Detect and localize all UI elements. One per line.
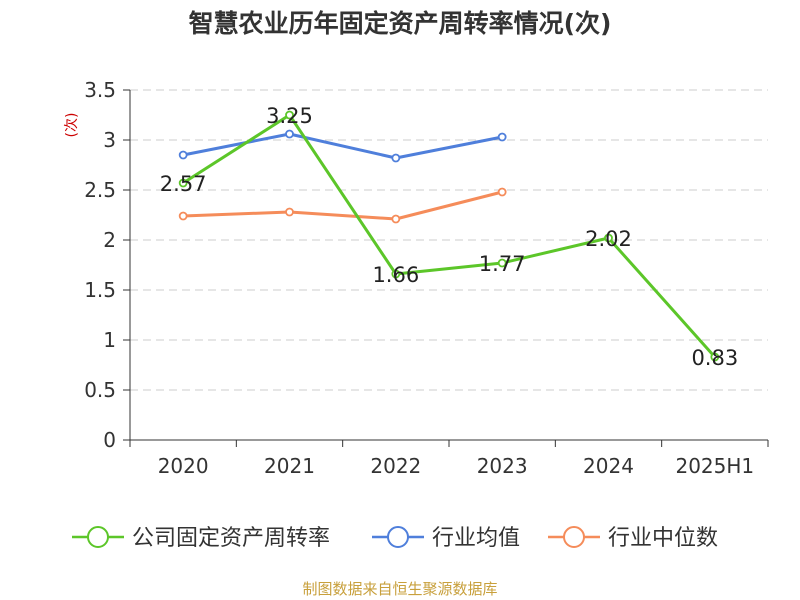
legend-marker — [387, 526, 409, 548]
x-tick-label: 2020 — [158, 454, 209, 478]
legend-label: 行业中位数 — [608, 526, 718, 551]
data-point — [391, 153, 401, 163]
y-tick-label: 2.5 — [84, 178, 116, 202]
series-line — [183, 190, 503, 221]
legend: 公司固定资产周转率 行业均值 行业中位数 — [72, 526, 718, 551]
x-tick-label: 2024 — [583, 454, 634, 478]
data-point — [391, 269, 401, 279]
grid-lines — [130, 89, 768, 391]
legend-label: 行业均值 — [432, 526, 520, 551]
data-label: 0.83 — [691, 346, 738, 370]
data-label: 2.57 — [160, 172, 207, 196]
data-point — [497, 187, 507, 197]
data-point — [710, 352, 720, 362]
y-tick-label: 3.5 — [84, 78, 116, 102]
data-point — [497, 258, 507, 268]
x-tick-label: 2023 — [477, 454, 528, 478]
data-point — [285, 129, 294, 139]
data-point — [178, 150, 188, 160]
series-line — [182, 132, 503, 160]
x-tick-label: 2025H1 — [675, 454, 754, 478]
y-tick-label: 3 — [103, 128, 116, 152]
data-label: 3.25 — [266, 104, 313, 128]
legend-marker — [87, 526, 109, 548]
x-tick-label: 2021 — [264, 454, 315, 478]
y-tick-label: 0.5 — [84, 378, 116, 402]
y-tick-label: 0 — [103, 428, 116, 452]
x-tick-label: 2022 — [370, 454, 421, 478]
source-note: 制图数据来自恒生聚源数据库 — [302, 580, 498, 598]
data-labels: 2.57 3.25 1.66 1.77 2.02 0.83 — [160, 104, 738, 370]
data-label: 2.02 — [585, 227, 632, 251]
data-point — [604, 233, 613, 243]
series — [178, 110, 720, 362]
y-tick-label: 1 — [103, 328, 116, 352]
data-point — [285, 207, 294, 217]
y-tick-label: 1.5 — [84, 278, 116, 302]
series-line — [182, 113, 716, 358]
data-label: 1.77 — [479, 252, 526, 276]
axes: 0 0.5 1 1.5 2 2.5 3 3.5(次) 2020 2021 2022 2023 2024 2… — [64, 78, 769, 478]
data-point — [178, 211, 188, 221]
data-point — [178, 178, 188, 188]
chart-title: 智慧农业历年固定资产周转率情况(次) — [188, 9, 612, 38]
data-point — [285, 110, 294, 120]
y-tick-label: 2 — [103, 228, 116, 252]
y-axis-label: (次) — [64, 113, 80, 138]
data-point — [391, 214, 401, 224]
legend-label: 公司固定资产周转率 — [132, 526, 330, 551]
legend-marker — [563, 526, 585, 548]
data-label: 1.66 — [372, 263, 419, 287]
data-point — [497, 132, 507, 142]
